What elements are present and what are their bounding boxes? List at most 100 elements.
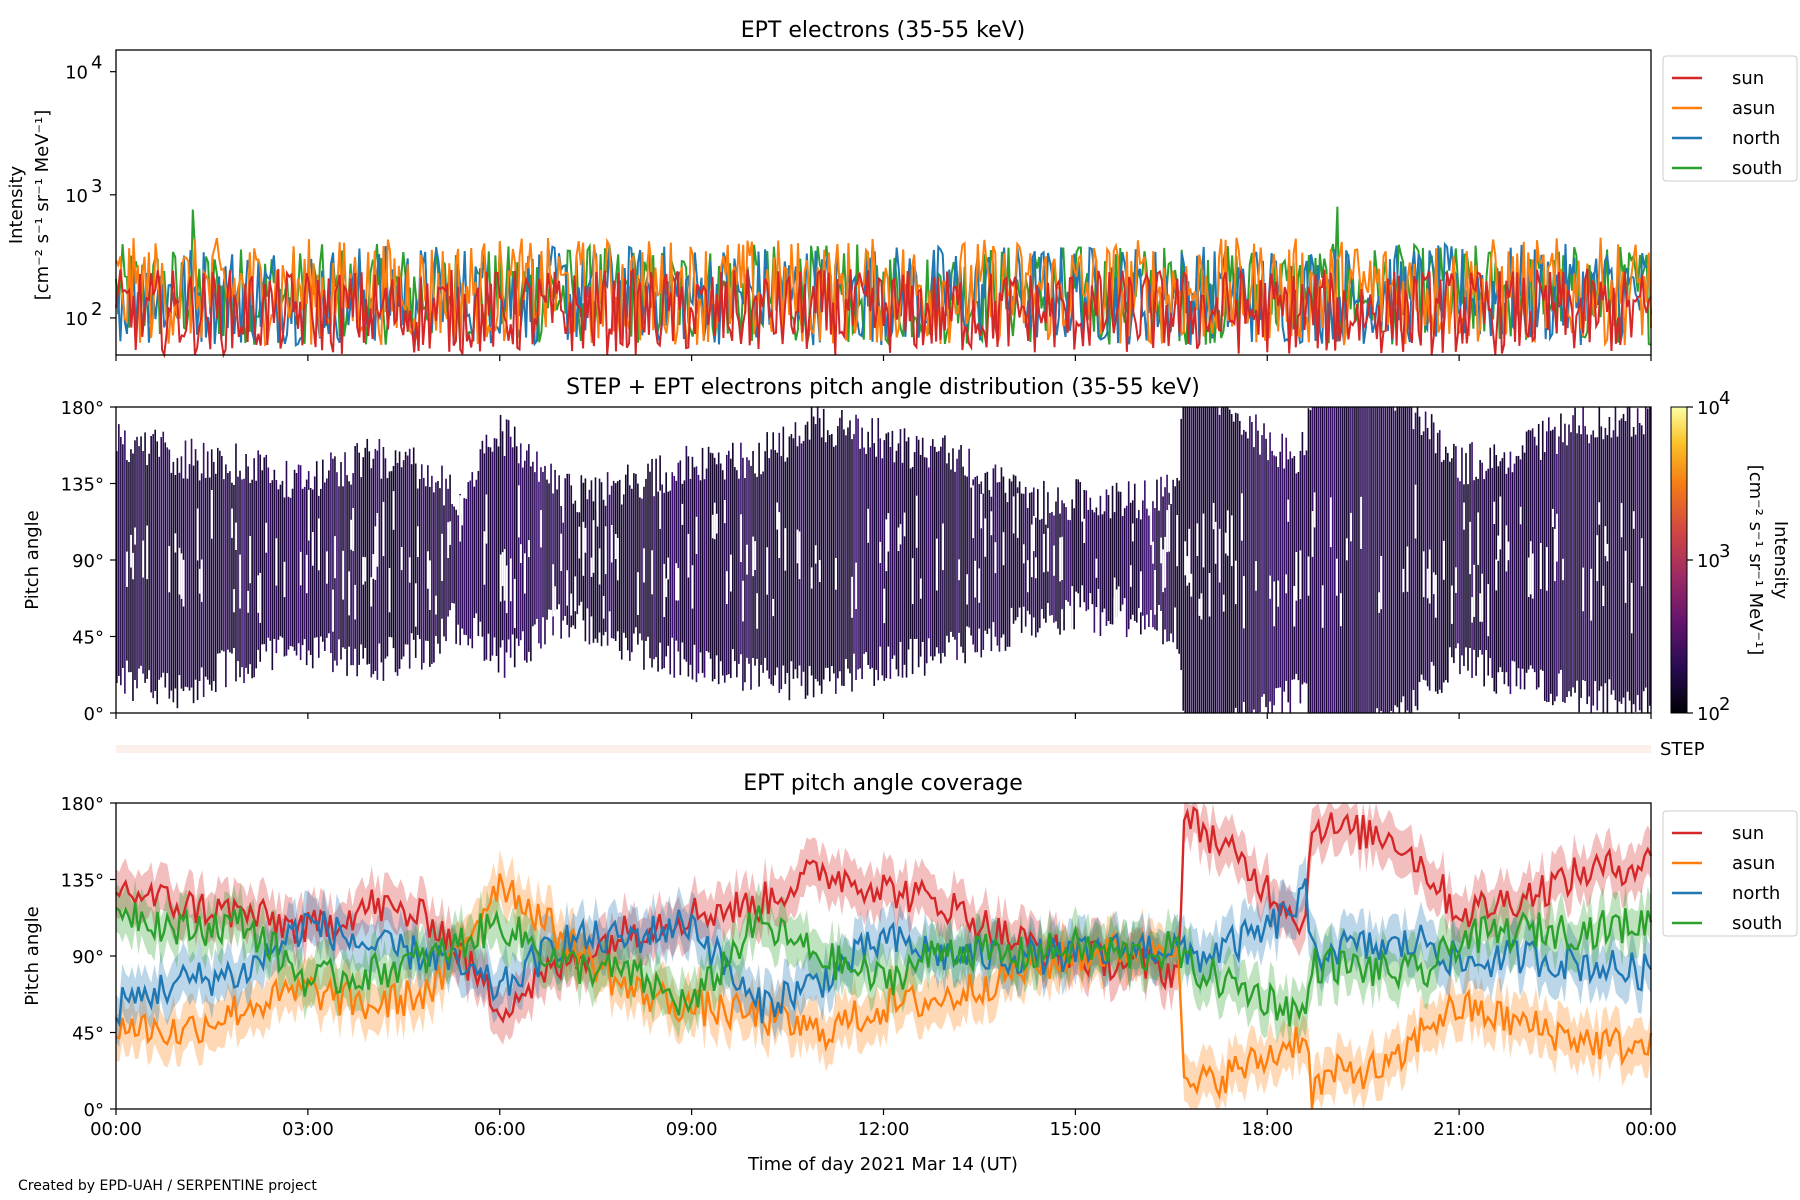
heatmap-column xyxy=(273,469,276,639)
heatmap-column xyxy=(398,451,401,669)
heatmap-column xyxy=(301,488,304,646)
heatmap-column xyxy=(778,432,781,693)
heatmap-column xyxy=(948,452,950,643)
heatmap-column xyxy=(1208,407,1211,713)
panel1-ytick-exp: 4 xyxy=(91,53,102,74)
heatmap-column xyxy=(124,430,126,694)
heatmap-gap xyxy=(376,513,379,567)
heatmap-column xyxy=(970,487,972,636)
heatmap-column xyxy=(1028,492,1031,615)
heatmap-column xyxy=(1626,407,1629,692)
heatmap-column xyxy=(635,473,637,628)
heatmap-column xyxy=(907,437,910,650)
heatmap-gap xyxy=(311,532,314,566)
heatmap-column xyxy=(259,454,262,662)
heatmap-column xyxy=(1085,490,1088,612)
heatmap-column xyxy=(344,452,346,649)
heatmap-column xyxy=(1358,407,1360,713)
heatmap-gap xyxy=(984,518,987,557)
heatmap-column xyxy=(279,484,282,637)
heatmap-column xyxy=(931,439,934,661)
panel2-x-ticks xyxy=(115,713,1652,719)
heatmap-column xyxy=(330,452,332,654)
heatmap-column xyxy=(1552,429,1554,706)
heatmap-column xyxy=(657,491,659,672)
heatmap-column xyxy=(1440,461,1443,693)
heatmap-column xyxy=(1497,466,1500,673)
heatmap-gap xyxy=(681,503,684,525)
heatmap-column xyxy=(794,422,797,670)
heatmap-column xyxy=(913,452,916,639)
heatmap-column xyxy=(719,463,722,662)
heatmap-column xyxy=(1006,502,1009,647)
heatmap-gap xyxy=(798,531,801,580)
heatmap-column xyxy=(1570,432,1572,697)
heatmap-gap xyxy=(1140,571,1143,613)
panel2-y-ticks: 0° 45° 90° 135° 180° xyxy=(61,398,116,725)
heatmap-column xyxy=(917,439,920,668)
heatmap-column xyxy=(618,479,621,651)
heatmap-column xyxy=(350,484,352,666)
heatmap-column xyxy=(677,462,680,652)
heatmap-column xyxy=(855,414,857,680)
colorbar-tick-label: 10 xyxy=(1697,398,1720,419)
heatmap-gap xyxy=(1350,512,1353,542)
heatmap-gap xyxy=(740,514,743,562)
heatmap-column xyxy=(857,418,859,670)
heatmap-column xyxy=(774,450,777,676)
heatmap-gap xyxy=(523,553,527,594)
heatmap-column xyxy=(1588,443,1591,697)
heatmap-column xyxy=(287,496,290,650)
heatmap-column xyxy=(1523,452,1526,690)
heatmap-column xyxy=(358,452,360,665)
heatmap-column xyxy=(713,457,716,679)
heatmap-column xyxy=(1566,445,1568,697)
legend-box xyxy=(1662,55,1798,182)
heatmap-gap xyxy=(713,502,716,540)
heatmap-column xyxy=(340,462,342,660)
heatmap-gap xyxy=(305,554,308,594)
heatmap-gap xyxy=(235,522,238,550)
heatmap-gap xyxy=(1335,558,1338,596)
heatmap-gap xyxy=(552,564,555,617)
x-tick-label: 06:00 xyxy=(474,1119,526,1140)
heatmap-column xyxy=(962,466,964,653)
heatmap-column xyxy=(863,447,865,654)
heatmap-column xyxy=(467,482,470,646)
heatmap-column xyxy=(1012,474,1015,624)
heatmap-column xyxy=(661,484,663,670)
heatmap-column xyxy=(790,434,793,662)
heatmap-column xyxy=(1206,407,1209,713)
heatmap-gap xyxy=(1497,535,1500,561)
heatmap-column xyxy=(982,493,985,650)
heatmap-gap xyxy=(1527,557,1530,597)
heatmap-column xyxy=(633,473,635,634)
heatmap-column xyxy=(1465,453,1467,648)
heatmap-column xyxy=(732,442,734,650)
heatmap-gap xyxy=(370,577,373,607)
heatmap-column xyxy=(174,475,177,689)
heatmap-column xyxy=(976,475,979,653)
heatmap-gap xyxy=(715,513,718,534)
heatmap-gap xyxy=(1186,556,1189,586)
heatmap-column xyxy=(1243,429,1245,702)
heatmap-column xyxy=(869,447,871,669)
heatmap-gap xyxy=(1034,557,1037,579)
heatmap-column xyxy=(461,514,463,629)
heatmap-column xyxy=(154,429,156,691)
heatmap-column xyxy=(1313,407,1316,713)
heatmap-column xyxy=(1578,425,1580,713)
heatmap-gap xyxy=(416,526,419,557)
heatmap-column xyxy=(481,440,484,637)
heatmap-column xyxy=(1067,519,1069,602)
heatmap-gap xyxy=(1428,549,1431,604)
heatmap-gap xyxy=(730,554,733,592)
heatmap-gap xyxy=(513,578,516,628)
heatmap-column xyxy=(1412,429,1415,690)
heatmap-column xyxy=(118,424,120,676)
heatmap-gap xyxy=(372,554,375,579)
heatmap-gap xyxy=(130,534,133,568)
heatmap-gap xyxy=(1053,545,1056,576)
heatmap-column xyxy=(919,454,922,657)
heatmap-gap xyxy=(1059,537,1062,582)
